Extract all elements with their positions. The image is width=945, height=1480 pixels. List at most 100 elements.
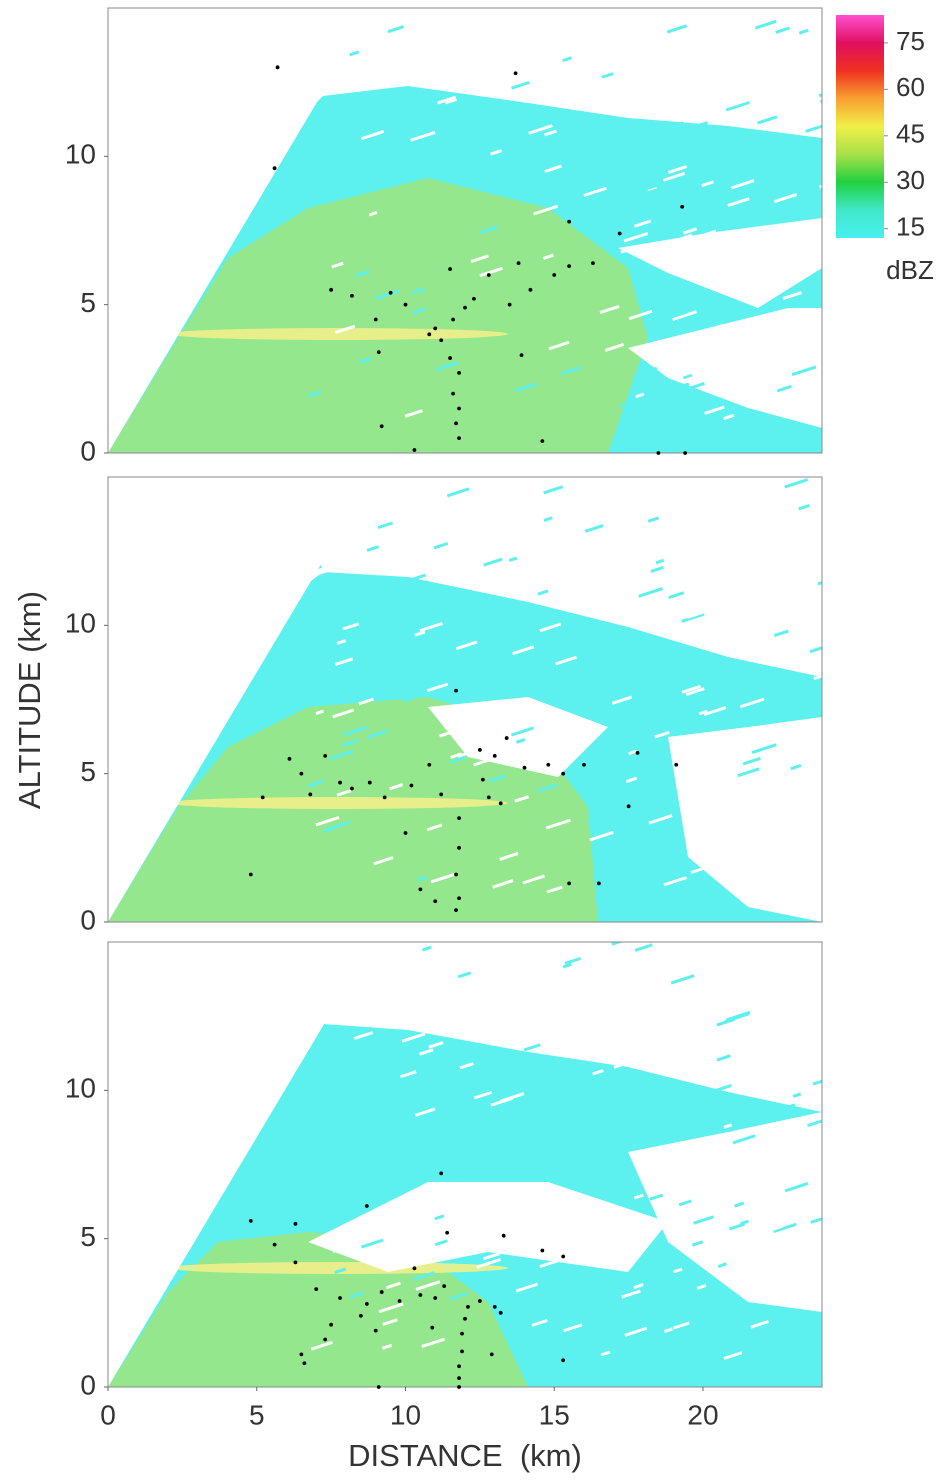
echo-streak	[435, 1219, 447, 1227]
plot-frame	[107, 941, 823, 1388]
echo-streak	[630, 1117, 642, 1125]
echo-streak	[342, 622, 360, 631]
echo-streak	[751, 743, 777, 755]
echo-streak	[449, 1291, 469, 1301]
echo-streak	[723, 413, 735, 421]
echo-gap	[628, 1112, 822, 1312]
echo-streak	[623, 232, 649, 243]
echo-streak	[436, 361, 459, 372]
echo-streak	[716, 1268, 738, 1278]
echo-streak	[704, 400, 722, 409]
echo-streak	[784, 1182, 809, 1193]
echo-streak	[624, 1326, 648, 1337]
lightning-source	[418, 887, 423, 892]
echo-streak	[651, 781, 675, 792]
echo-streak	[633, 1283, 644, 1290]
echo-streak	[444, 97, 457, 105]
lightning-source	[299, 1352, 304, 1357]
echo-streak	[366, 545, 380, 552]
echo-streak	[633, 1193, 644, 1200]
lightning-source	[472, 296, 476, 301]
echo-streak	[486, 173, 504, 182]
lightning-source	[379, 424, 384, 429]
echo-streak	[542, 253, 554, 260]
echo-streak	[763, 708, 775, 715]
echo-streak	[647, 516, 660, 523]
echo-streak	[798, 504, 810, 511]
echo-streak	[332, 1242, 359, 1253]
echo-streak	[328, 749, 355, 761]
lightning-source	[323, 753, 328, 758]
bright-band	[168, 328, 508, 340]
echo-streak	[370, 88, 387, 97]
echo-streak	[564, 956, 582, 965]
echo-streak	[351, 599, 371, 609]
lightning-source	[567, 881, 572, 886]
lightning-source	[364, 1302, 369, 1306]
echo-streak	[394, 1021, 409, 1029]
echo-streak	[667, 165, 688, 174]
echo-streak	[403, 696, 414, 703]
echo-streak	[670, 974, 695, 985]
echo-streak	[361, 130, 385, 141]
echo-streak	[353, 1031, 374, 1040]
echo-streak	[791, 365, 817, 377]
echo-streak	[473, 755, 498, 767]
lightning-source	[567, 219, 572, 224]
lightning-source	[519, 353, 524, 357]
echo-streak	[433, 573, 455, 583]
echo-streak	[648, 814, 673, 825]
bright-band	[168, 797, 508, 809]
echo-streak	[812, 1023, 822, 1030]
echo-streak	[653, 611, 678, 623]
echo-gap	[668, 8, 822, 128]
echo-streak	[543, 485, 564, 495]
echo-streak	[693, 1215, 714, 1225]
echo-streak	[657, 835, 670, 843]
echo-streak	[672, 310, 697, 321]
echo-streak	[765, 751, 786, 761]
echo-streak	[563, 1323, 583, 1333]
lightning-source	[382, 795, 387, 800]
lightning-source	[403, 831, 408, 835]
echo-streak	[569, 55, 582, 63]
lightning-source	[293, 1221, 298, 1226]
echo-streak	[334, 1267, 347, 1274]
echo-streak	[411, 487, 423, 494]
echo-streak	[723, 1123, 733, 1129]
lightning-source	[451, 317, 455, 322]
echo-streak	[739, 697, 765, 709]
echo-streak	[352, 515, 374, 526]
echo-streak	[508, 556, 518, 562]
echo-streak	[779, 778, 800, 788]
echo-streak	[413, 1271, 436, 1281]
echo-streak	[583, 1131, 602, 1140]
echo-streak	[730, 179, 755, 190]
echo-streak	[691, 1240, 704, 1247]
echo-streak	[554, 1209, 568, 1217]
lightning-source	[412, 1266, 417, 1271]
echo-streak	[567, 1072, 579, 1079]
echo-streak	[444, 1181, 460, 1190]
echo-streak	[349, 1291, 364, 1299]
echo-streak	[694, 57, 709, 65]
echo-streak	[544, 129, 557, 137]
lightning-source	[439, 338, 444, 343]
lightning-source	[379, 1290, 384, 1294]
lightning-source	[561, 771, 566, 776]
lightning-source	[302, 1361, 307, 1366]
echo-streak	[457, 752, 468, 758]
lightning-source	[388, 290, 393, 295]
echo-streak	[732, 1134, 756, 1145]
echo-streak	[621, 1289, 641, 1299]
echo-streak	[406, 1124, 425, 1134]
echo-streak	[698, 709, 708, 716]
echo-streak	[562, 56, 572, 63]
echo-streak	[599, 741, 624, 752]
echo-streak	[601, 72, 614, 79]
lightning-source	[260, 795, 265, 800]
echo-streak	[336, 639, 347, 645]
echo-streak	[479, 266, 503, 278]
lightning-source	[338, 780, 342, 785]
echo-gap	[668, 717, 822, 922]
